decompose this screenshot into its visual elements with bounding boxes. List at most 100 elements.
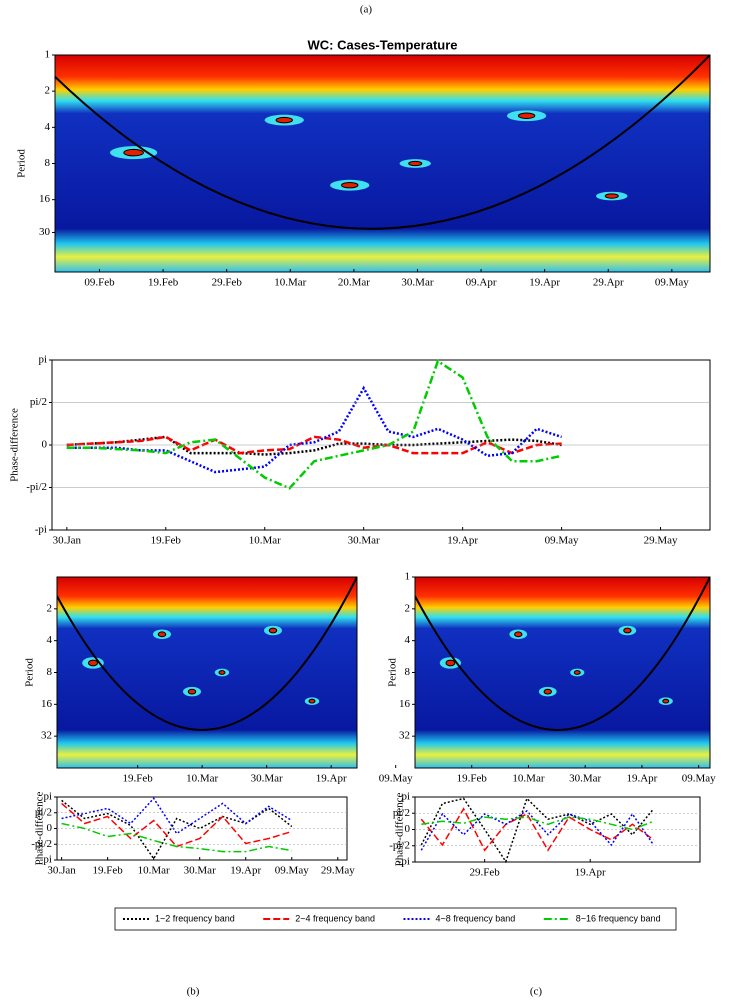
chart-title: WC: Cases-Temperature — [307, 37, 457, 52]
y-tick-label: 1 — [45, 49, 51, 61]
x-tick-label: 19.Apr — [626, 773, 657, 785]
x-tick-label: 29.May — [321, 865, 355, 877]
coherence-core — [308, 698, 316, 704]
y-axis-title: Phase-difference — [394, 793, 406, 867]
x-tick-label: 10.Mar — [274, 277, 306, 289]
x-tick-label: 19.Feb — [457, 773, 488, 785]
panel-label: (a) — [360, 4, 373, 16]
x-tick-label: 19.Apr — [230, 865, 261, 877]
series-line — [421, 816, 654, 831]
series-line — [420, 807, 655, 852]
legend-label: 1~2 frequency band — [155, 913, 235, 923]
y-tick-label: 8 — [405, 666, 411, 678]
y-tick-label: -pi/2 — [31, 838, 52, 850]
coherence-core — [573, 670, 581, 675]
legend-frame — [114, 907, 677, 931]
y-tick-label: pi — [38, 354, 47, 366]
y-tick-label: pi/2 — [30, 396, 47, 408]
x-tick-label: 09.May — [682, 773, 716, 785]
x-tick-label: 19.Apr — [529, 277, 560, 289]
coherence-core — [157, 631, 167, 638]
legend-label: 8~16 frequency band — [576, 913, 661, 923]
legend-label: 2~4 frequency band — [295, 913, 375, 923]
x-tick-label: 19.Feb — [151, 535, 182, 547]
y-tick-label: 16 — [41, 698, 53, 710]
y-axis-title: Period — [387, 658, 399, 687]
x-tick-label: 09.May — [379, 773, 413, 785]
x-tick-label: 30.Mar — [401, 277, 433, 289]
coherence-core — [623, 627, 632, 634]
y-tick-label: 4 — [405, 634, 411, 646]
x-tick-label: 20.Mar — [338, 277, 370, 289]
y-tick-label: 4 — [47, 634, 53, 646]
y-tick-label: 0 — [47, 822, 53, 834]
y-tick-label: 8 — [45, 157, 51, 169]
x-tick-label: 30.Jan — [47, 865, 76, 877]
coherence-core — [187, 688, 197, 695]
coherence-core — [268, 627, 278, 634]
cone-of-influence — [55, 55, 710, 230]
coherence-core — [275, 116, 293, 124]
y-tick-label: 2 — [405, 602, 411, 614]
coherence-core — [445, 659, 456, 667]
y-tick-label: 2 — [45, 85, 51, 97]
y-tick-label: 4 — [45, 121, 51, 133]
y-tick-label: -pi — [40, 854, 52, 866]
x-tick-label: 19.Apr — [447, 535, 478, 547]
y-axis-title: Period — [16, 149, 28, 178]
x-tick-label: 19.Apr — [575, 867, 606, 879]
x-tick-label: 29.May — [644, 535, 678, 547]
y-axis-title: Period — [24, 658, 36, 687]
x-tick-label: 29.Apr — [593, 277, 624, 289]
x-tick-label: 30.Mar — [251, 773, 283, 785]
series-line — [66, 435, 562, 455]
coherence-core — [517, 112, 536, 119]
heatmap-image — [55, 55, 710, 272]
y-tick-label: 2 — [47, 602, 53, 614]
series-line — [61, 799, 293, 861]
x-tick-label: 19.Feb — [123, 773, 154, 785]
x-tick-label: 19.Apr — [316, 773, 347, 785]
y-axis-title: Phase-difference — [34, 792, 46, 866]
series-line — [420, 809, 655, 851]
x-tick-label: 10.Mar — [249, 535, 281, 547]
y-tick-label: -pi/2 — [389, 839, 410, 851]
y-tick-label: 8 — [47, 666, 53, 678]
y-tick-label: -pi — [35, 524, 47, 536]
y-tick-label: 16 — [399, 698, 411, 710]
x-tick-label: 30.Mar — [348, 535, 380, 547]
series-line — [61, 822, 292, 853]
cone-of-influence — [57, 577, 357, 731]
y-tick-label: pi — [401, 791, 410, 803]
y-tick-label: 0 — [42, 439, 48, 451]
x-tick-label: 30.Jan — [53, 535, 82, 547]
heatmap-image — [57, 577, 357, 768]
x-tick-label: 29.Feb — [212, 277, 243, 289]
x-tick-label: 10.Mar — [138, 865, 170, 877]
y-axis-title: Phase-difference — [9, 408, 21, 482]
panel-label: (b) — [187, 986, 200, 998]
series-line — [66, 359, 562, 490]
coherence-core — [123, 148, 144, 157]
coherence-core — [514, 631, 523, 638]
coherence-core — [341, 181, 359, 189]
x-tick-label: 09.May — [275, 865, 309, 877]
cone-of-influence — [415, 577, 710, 731]
series-line — [66, 385, 562, 474]
coherence-core — [218, 670, 226, 675]
y-tick-label: 30 — [39, 226, 51, 238]
x-tick-label: 29.Feb — [470, 867, 501, 879]
panel-label: (c) — [530, 986, 543, 998]
x-tick-label: 09.May — [655, 277, 689, 289]
y-tick-label: pi/2 — [393, 807, 410, 819]
x-tick-label: 19.Feb — [93, 865, 124, 877]
coherence-core — [604, 193, 619, 199]
y-tick-label: 0 — [405, 823, 411, 835]
coherence-core — [408, 160, 423, 167]
series-line — [66, 435, 562, 456]
y-tick-label: 32 — [399, 730, 410, 742]
coherence-core — [662, 698, 670, 704]
y-tick-label: -pi — [398, 856, 410, 868]
y-tick-label: 1 — [405, 571, 411, 583]
